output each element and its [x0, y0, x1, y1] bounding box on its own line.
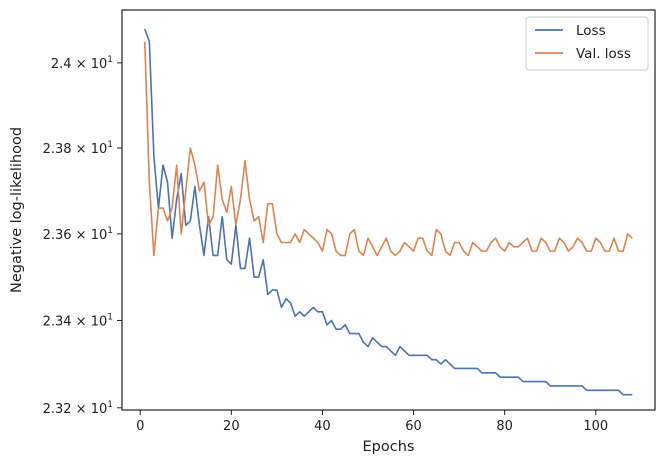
x-tick-label: 40 [314, 419, 331, 434]
y-tick-label: 2.38 × 101 [43, 140, 113, 157]
legend-label-loss: Loss [576, 23, 606, 39]
x-tick-label: 60 [405, 419, 422, 434]
series-line-val-loss [143, 41, 633, 257]
y-tick-label: 2.34 × 101 [43, 312, 113, 329]
y-axis-label: Negative log-likelihood [9, 127, 25, 293]
x-axis-label: Epochs [363, 439, 415, 455]
y-tick-label: 2.4 × 101 [51, 55, 113, 72]
y-ticks: 2.32 × 101 2.34 × 101 2.36 × 101 2.38 × 101… [43, 55, 122, 417]
y-tick-label: 2.36 × 101 [43, 226, 113, 243]
x-tick-label: 100 [583, 419, 608, 434]
x-ticks: 0 20 40 60 80 100 [136, 410, 608, 434]
series-layer [143, 28, 633, 396]
plot-frame [121, 9, 656, 411]
legend-label-val-loss: Val. loss [576, 46, 631, 62]
series-line-loss [144, 28, 633, 396]
y-tick-label: 2.32 × 101 [43, 400, 113, 417]
x-tick-label: 80 [496, 419, 513, 434]
x-tick-label: 20 [223, 419, 240, 434]
x-tick-label: 0 [136, 419, 144, 434]
legend: Loss Val. loss [525, 16, 649, 71]
